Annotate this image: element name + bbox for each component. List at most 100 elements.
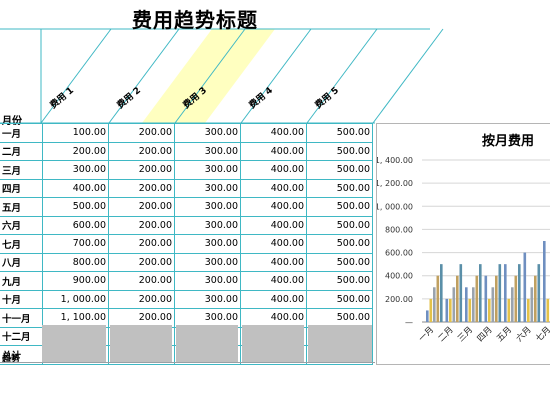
value-cell[interactable]: 900.00: [42, 271, 109, 291]
row-label[interactable]: 三月: [0, 160, 43, 180]
trend-cell-5[interactable]: [308, 325, 372, 363]
table-row: 七月 700.00 200.00 300.00 400.00 500.00: [0, 234, 373, 254]
value-cell[interactable]: 400.00: [42, 178, 109, 198]
row-label[interactable]: 一月: [0, 123, 43, 143]
value-cell[interactable]: 200.00: [108, 289, 175, 309]
x-tick-label: 七月: [534, 325, 550, 344]
table-row: 六月 600.00 200.00 300.00 400.00 500.00: [0, 215, 373, 235]
y-tick-label: 200.00: [385, 295, 413, 304]
bar: [436, 275, 440, 322]
x-tick-label: 二月: [437, 325, 456, 344]
trend-cell-3[interactable]: [176, 325, 238, 363]
value-cell[interactable]: 200.00: [108, 141, 175, 161]
value-cell[interactable]: 800.00: [42, 252, 109, 272]
bar: [543, 241, 546, 322]
y-tick-label: 800.00: [385, 225, 413, 234]
value-cell[interactable]: 300.00: [174, 215, 241, 235]
row-label[interactable]: 四月: [0, 178, 43, 198]
value-cell[interactable]: 400.00: [240, 215, 307, 235]
value-cell[interactable]: 500.00: [306, 160, 373, 180]
value-cell[interactable]: 400.00: [240, 178, 307, 198]
value-cell[interactable]: 500.00: [306, 141, 373, 161]
bar: [488, 298, 491, 322]
value-cell[interactable]: 400.00: [240, 289, 307, 309]
value-cell[interactable]: 500.00: [306, 252, 373, 272]
value-cell[interactable]: 300.00: [174, 141, 241, 161]
value-cell[interactable]: 500.00: [306, 178, 373, 198]
value-cell[interactable]: 300.00: [174, 178, 241, 198]
bar: [456, 275, 459, 322]
value-cell[interactable]: 500.00: [306, 289, 373, 309]
value-cell[interactable]: 400.00: [240, 160, 307, 180]
trend-bottom-border: [0, 362, 375, 363]
slanted-header-grid: [0, 28, 444, 124]
bar: [527, 298, 530, 322]
bar: [479, 264, 482, 322]
row-label[interactable]: 十一月: [0, 308, 43, 328]
row-label[interactable]: 十二月: [0, 326, 43, 346]
value-cell[interactable]: 600.00: [42, 215, 109, 235]
value-cell[interactable]: 300.00: [174, 271, 241, 291]
row-label[interactable]: 六月: [0, 215, 43, 235]
bar: [452, 287, 456, 322]
row-label[interactable]: 七月: [0, 234, 43, 254]
bar: [465, 287, 468, 322]
value-cell[interactable]: 500.00: [306, 123, 373, 143]
value-cell[interactable]: 400.00: [240, 234, 307, 254]
value-cell[interactable]: 300.00: [174, 160, 241, 180]
value-cell[interactable]: 200.00: [108, 197, 175, 217]
table-row: 三月 300.00 200.00 300.00 400.00 500.00: [0, 160, 373, 180]
value-cell[interactable]: 700.00: [42, 234, 109, 254]
value-cell[interactable]: 200.00: [108, 215, 175, 235]
trend-cell-2[interactable]: [110, 325, 172, 363]
x-tick-label: 四月: [476, 325, 495, 344]
value-cell[interactable]: 500.00: [306, 197, 373, 217]
value-cell[interactable]: 300.00: [174, 289, 241, 309]
y-tick-label: —: [405, 318, 413, 327]
value-cell[interactable]: 1, 000.00: [42, 289, 109, 309]
value-cell[interactable]: 300.00: [174, 123, 241, 143]
value-cell[interactable]: 100.00: [42, 123, 109, 143]
value-cell[interactable]: 400.00: [240, 197, 307, 217]
value-cell[interactable]: 500.00: [306, 215, 373, 235]
value-cell[interactable]: 400.00: [240, 141, 307, 161]
row-label[interactable]: 五月: [0, 197, 43, 217]
value-cell[interactable]: 300.00: [174, 234, 241, 254]
value-cell[interactable]: 200.00: [108, 271, 175, 291]
value-cell[interactable]: 200.00: [108, 123, 175, 143]
bar: [491, 287, 495, 322]
trend-cell-1[interactable]: [42, 325, 106, 363]
value-cell[interactable]: 400.00: [240, 252, 307, 272]
bar: [475, 275, 479, 322]
value-cell[interactable]: 300.00: [174, 252, 241, 272]
value-cell[interactable]: 400.00: [240, 123, 307, 143]
value-cell[interactable]: 300.00: [174, 197, 241, 217]
bar: [440, 264, 443, 322]
monthly-expense-chart[interactable]: 按月费用 — 200.00 400.00 600.00 800.00 1, 000.00 1…: [375, 123, 550, 365]
row-label[interactable]: 二月: [0, 141, 43, 161]
bar: [495, 275, 498, 322]
table-row: 九月 900.00 200.00 300.00 400.00 500.00: [0, 271, 373, 291]
bar: [518, 264, 521, 322]
bar: [504, 264, 507, 322]
bar: [523, 252, 527, 322]
trend-cell-4[interactable]: [242, 325, 304, 363]
bar: [511, 287, 514, 322]
row-label[interactable]: 九月: [0, 271, 43, 291]
value-cell[interactable]: 500.00: [306, 234, 373, 254]
value-cell[interactable]: 500.00: [306, 271, 373, 291]
table-row: 八月 800.00 200.00 300.00 400.00 500.00: [0, 252, 373, 272]
value-cell[interactable]: 200.00: [108, 234, 175, 254]
bar: [459, 264, 463, 322]
value-cell[interactable]: 200.00: [108, 178, 175, 198]
value-cell[interactable]: 300.00: [42, 160, 109, 180]
value-cell[interactable]: 400.00: [240, 271, 307, 291]
value-cell[interactable]: 500.00: [42, 197, 109, 217]
bar: [433, 287, 436, 322]
row-label[interactable]: 八月: [0, 252, 43, 272]
row-label[interactable]: 十月: [0, 289, 43, 309]
bar: [546, 298, 550, 322]
value-cell[interactable]: 200.00: [108, 252, 175, 272]
value-cell[interactable]: 200.00: [108, 160, 175, 180]
value-cell[interactable]: 200.00: [42, 141, 109, 161]
